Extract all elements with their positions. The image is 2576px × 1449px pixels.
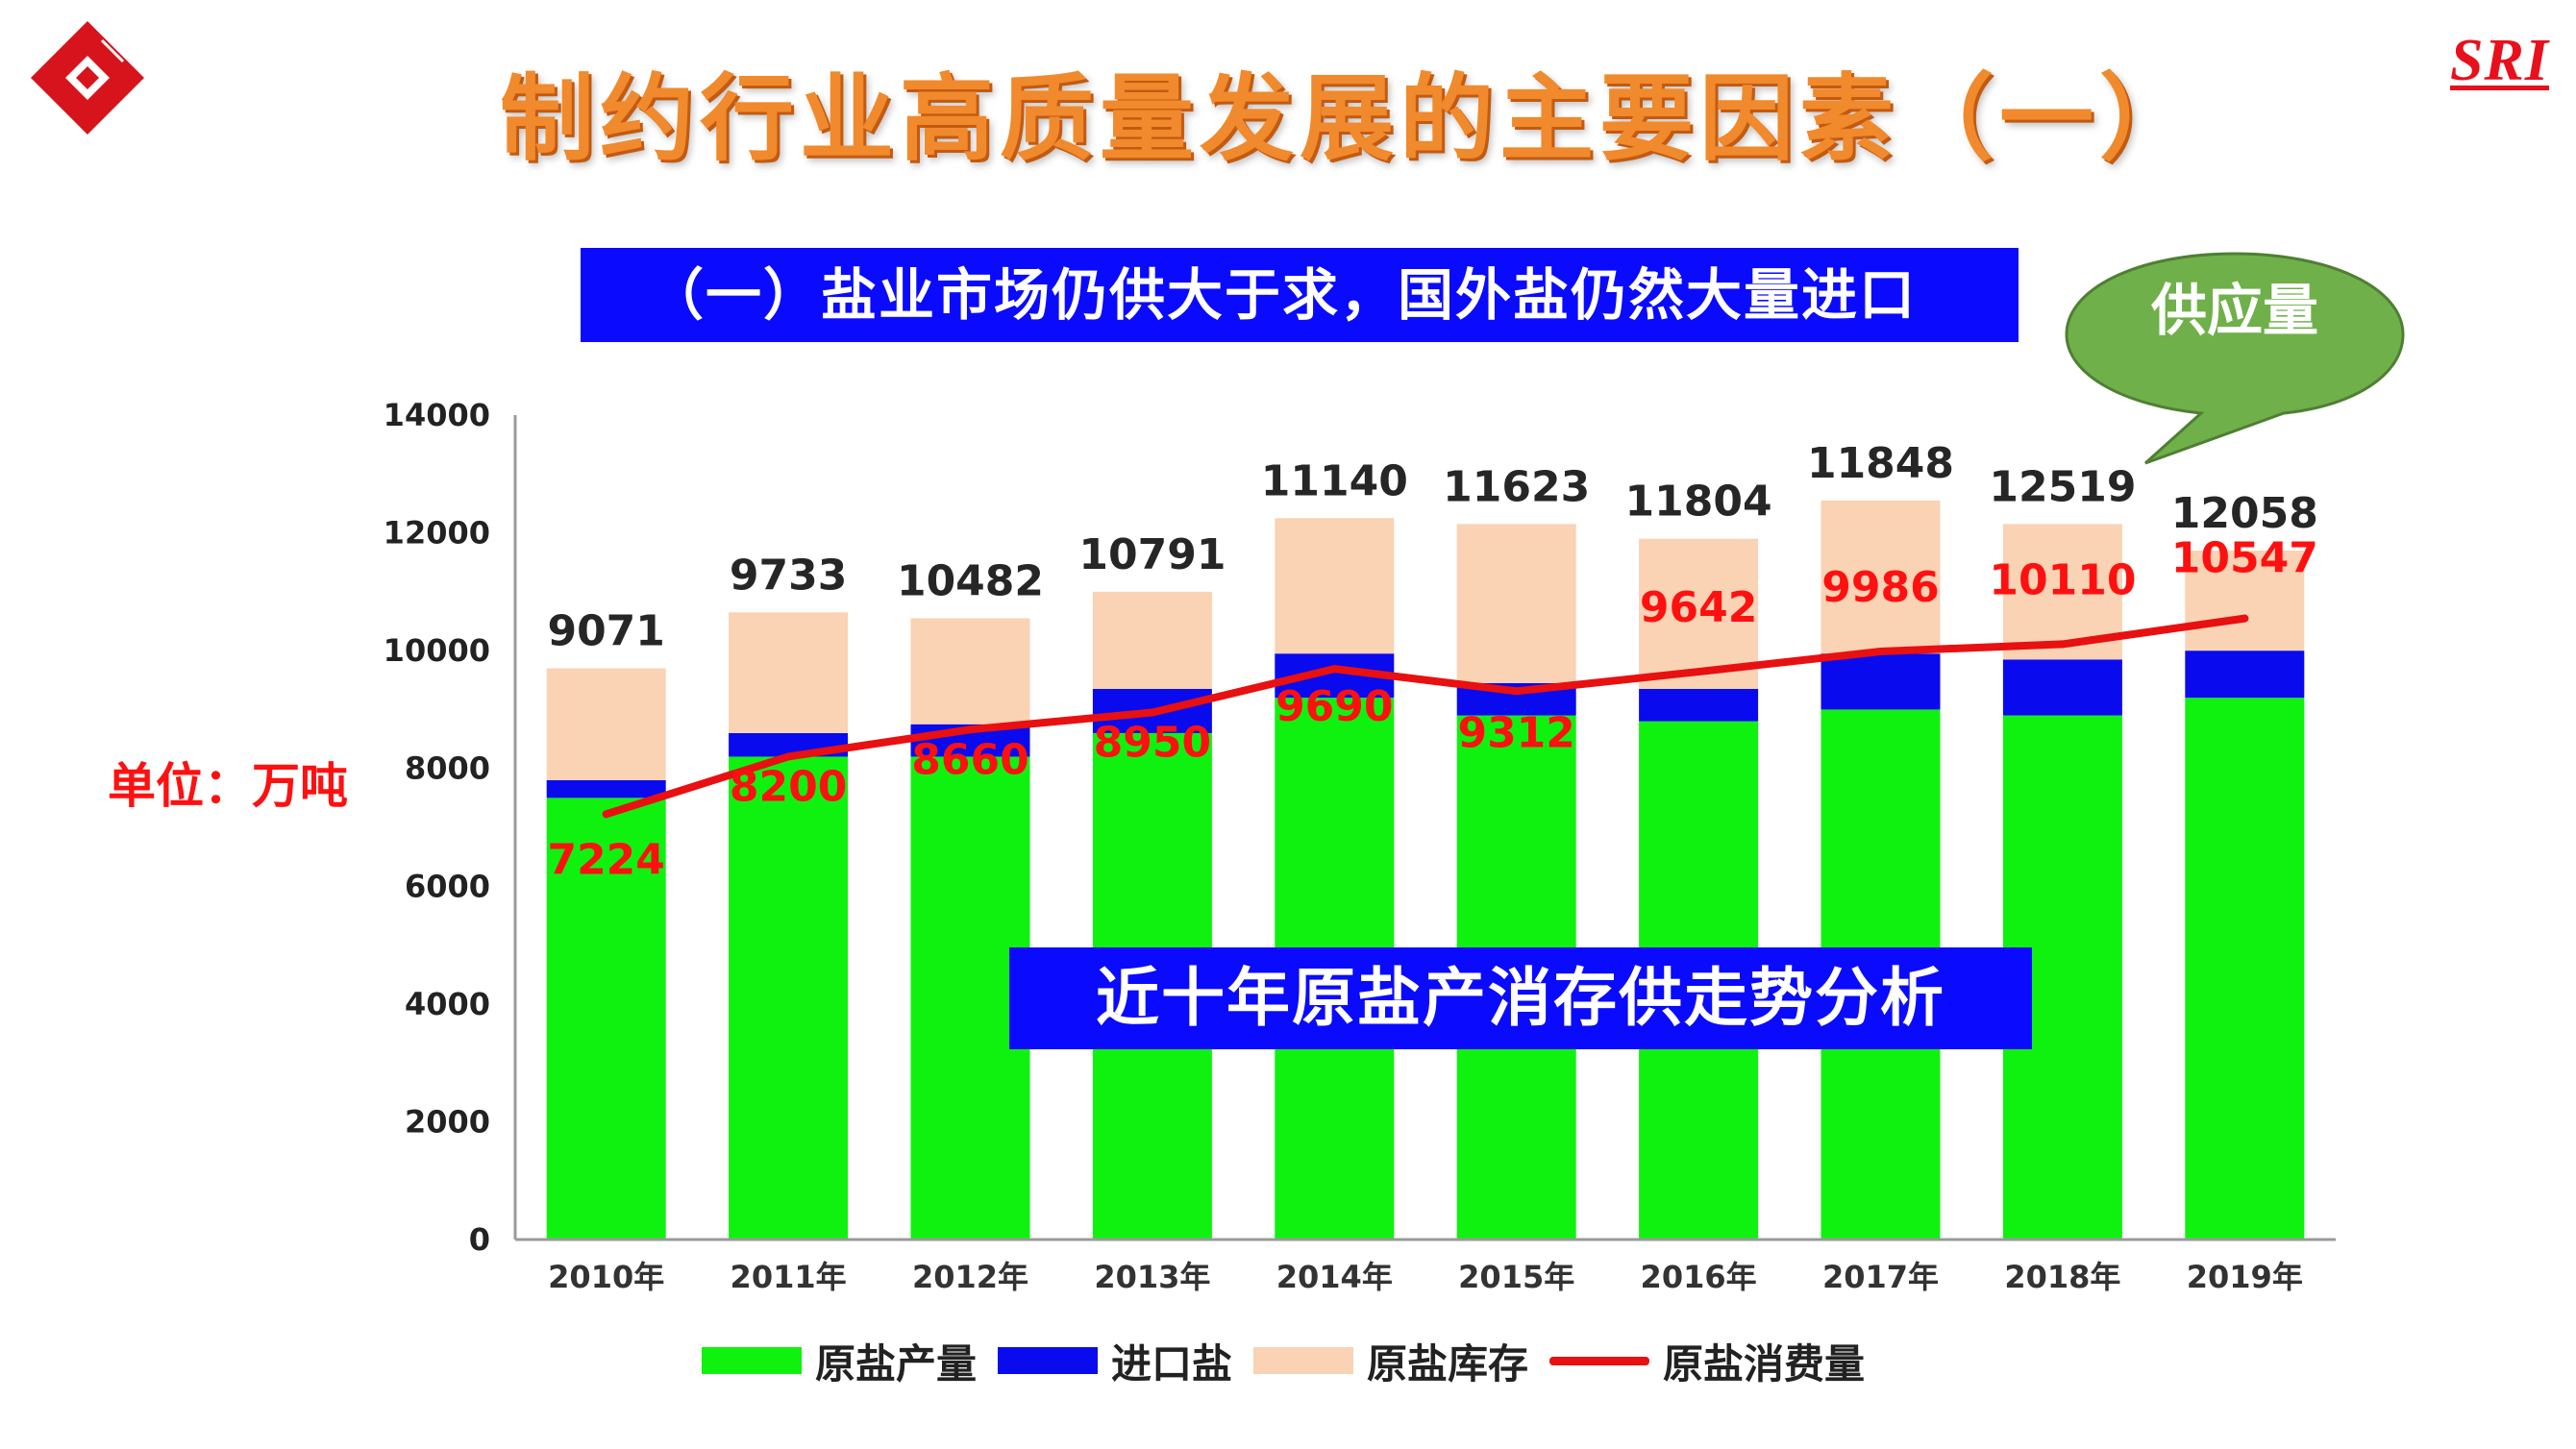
bar-inventory — [546, 668, 666, 780]
x-tick-label: 2015年 — [1458, 1259, 1574, 1295]
consumption-label: 9642 — [1640, 583, 1757, 632]
consumption-point — [602, 810, 610, 819]
legend-item-import: 进口盐 — [998, 1332, 1232, 1390]
chart-legend: 原盐产量 进口盐 原盐库存 原盐消费量 — [702, 1332, 1886, 1389]
consumption-line — [602, 614, 2249, 819]
bar-import — [1639, 688, 1759, 722]
page-title: 制约行业高质量发展的主要因素（一） — [500, 64, 2200, 174]
legend-label-inventory: 原盐库存 — [1367, 1339, 1529, 1388]
bar-import — [1821, 653, 1941, 710]
x-tick-label: 2011年 — [731, 1259, 847, 1295]
x-tick-label: 2016年 — [1641, 1259, 1757, 1295]
chart-banner: 近十年原盐产消存供走势分析 — [1009, 947, 2032, 1049]
total-label: 11623 — [1443, 462, 1590, 511]
y-tick-label: 12000 — [384, 515, 490, 552]
consumption-label: 9986 — [1821, 563, 1939, 612]
legend-label-consumption: 原盐消费量 — [1663, 1339, 1866, 1388]
total-label: 12058 — [2171, 489, 2318, 538]
y-tick-label: 2000 — [405, 1103, 490, 1140]
total-label: 11140 — [1261, 456, 1408, 505]
callout-label: 供应量 — [2150, 278, 2318, 343]
consumption-label: 8660 — [911, 735, 1028, 784]
y-tick-label: 4000 — [405, 986, 490, 1022]
bar-inventory — [729, 612, 849, 733]
callout-shape — [2065, 252, 2405, 465]
bar-inventory — [1092, 591, 1212, 689]
logo-inner-core — [76, 66, 99, 89]
y-tick-label: 8000 — [405, 750, 490, 787]
consumption-label: 8200 — [730, 762, 847, 811]
brand-label: SRI — [2450, 28, 2549, 93]
consumption-point — [2241, 614, 2249, 623]
consumption-label: 7224 — [547, 835, 664, 884]
y-tick-label: 6000 — [405, 868, 490, 904]
total-label: 12519 — [1989, 462, 2136, 511]
legend-item-production: 原盐产量 — [702, 1332, 977, 1390]
bar-inventory — [2185, 550, 2305, 651]
consumption-label: 10110 — [1989, 555, 2136, 604]
bar-import — [546, 779, 666, 798]
legend-label-production: 原盐产量 — [815, 1339, 978, 1388]
legend-item-consumption: 原盐消费量 — [1549, 1332, 1865, 1390]
consumption-point — [1330, 665, 1339, 674]
y-tick-label: 0 — [469, 1221, 490, 1258]
consumption-point — [1148, 708, 1156, 717]
x-tick-label: 2010年 — [548, 1259, 664, 1295]
consumption-label: 9690 — [1276, 682, 1393, 731]
y-tick-label: 14000 — [384, 397, 490, 433]
bar-production — [546, 798, 666, 1240]
x-tick-label: 2013年 — [1094, 1259, 1210, 1295]
total-label: 11848 — [1807, 439, 1954, 488]
bar-import — [2002, 659, 2122, 716]
consumption-point — [1876, 648, 1885, 656]
x-tick-label: 2019年 — [2187, 1259, 2303, 1295]
legend-item-inventory: 原盐库存 — [1253, 1332, 1528, 1390]
consumption-point — [966, 725, 975, 734]
consumption-point — [1512, 687, 1521, 696]
consumption-label: 10547 — [2171, 534, 2318, 583]
bar-inventory — [1456, 524, 1576, 683]
total-label: 9071 — [547, 607, 664, 656]
consumption-point — [784, 752, 793, 761]
callout-bubble — [2065, 252, 2405, 465]
legend-swatch-production — [702, 1347, 802, 1374]
bar-inventory — [1821, 500, 1941, 654]
legend-swatch-inventory — [1253, 1347, 1354, 1374]
consumption-label: 8950 — [1094, 718, 1211, 767]
x-tick-label: 2014年 — [1276, 1259, 1393, 1295]
total-label: 11804 — [1625, 478, 1772, 527]
legend-label-import: 进口盐 — [1111, 1339, 1233, 1388]
company-logo — [31, 21, 144, 135]
logo-stripes — [100, 31, 140, 63]
bar-import — [2185, 651, 2305, 699]
consumption-point — [1695, 668, 1703, 676]
total-label: 9733 — [730, 551, 847, 600]
consumption-point — [2058, 640, 2067, 649]
legend-swatch-consumption — [1549, 1356, 1650, 1365]
subtitle-banner: （一）盐业市场仍供大于求，国外盐仍然大量进口 — [581, 248, 2019, 342]
x-tick-label: 2017年 — [1822, 1259, 1939, 1295]
consumption-label: 9312 — [1457, 708, 1574, 757]
x-tick-label: 2018年 — [2004, 1259, 2120, 1295]
bar-inventory — [910, 618, 1030, 724]
x-tick-label: 2012年 — [912, 1259, 1028, 1295]
bar-production — [729, 756, 849, 1240]
unit-label: 单位：万吨 — [108, 758, 348, 814]
bar-inventory — [1275, 518, 1395, 654]
legend-swatch-import — [998, 1347, 1099, 1374]
total-label: 10482 — [897, 556, 1044, 605]
y-tick-label: 10000 — [384, 632, 490, 669]
bar-production — [2185, 698, 2305, 1240]
total-label: 10791 — [1078, 530, 1226, 579]
